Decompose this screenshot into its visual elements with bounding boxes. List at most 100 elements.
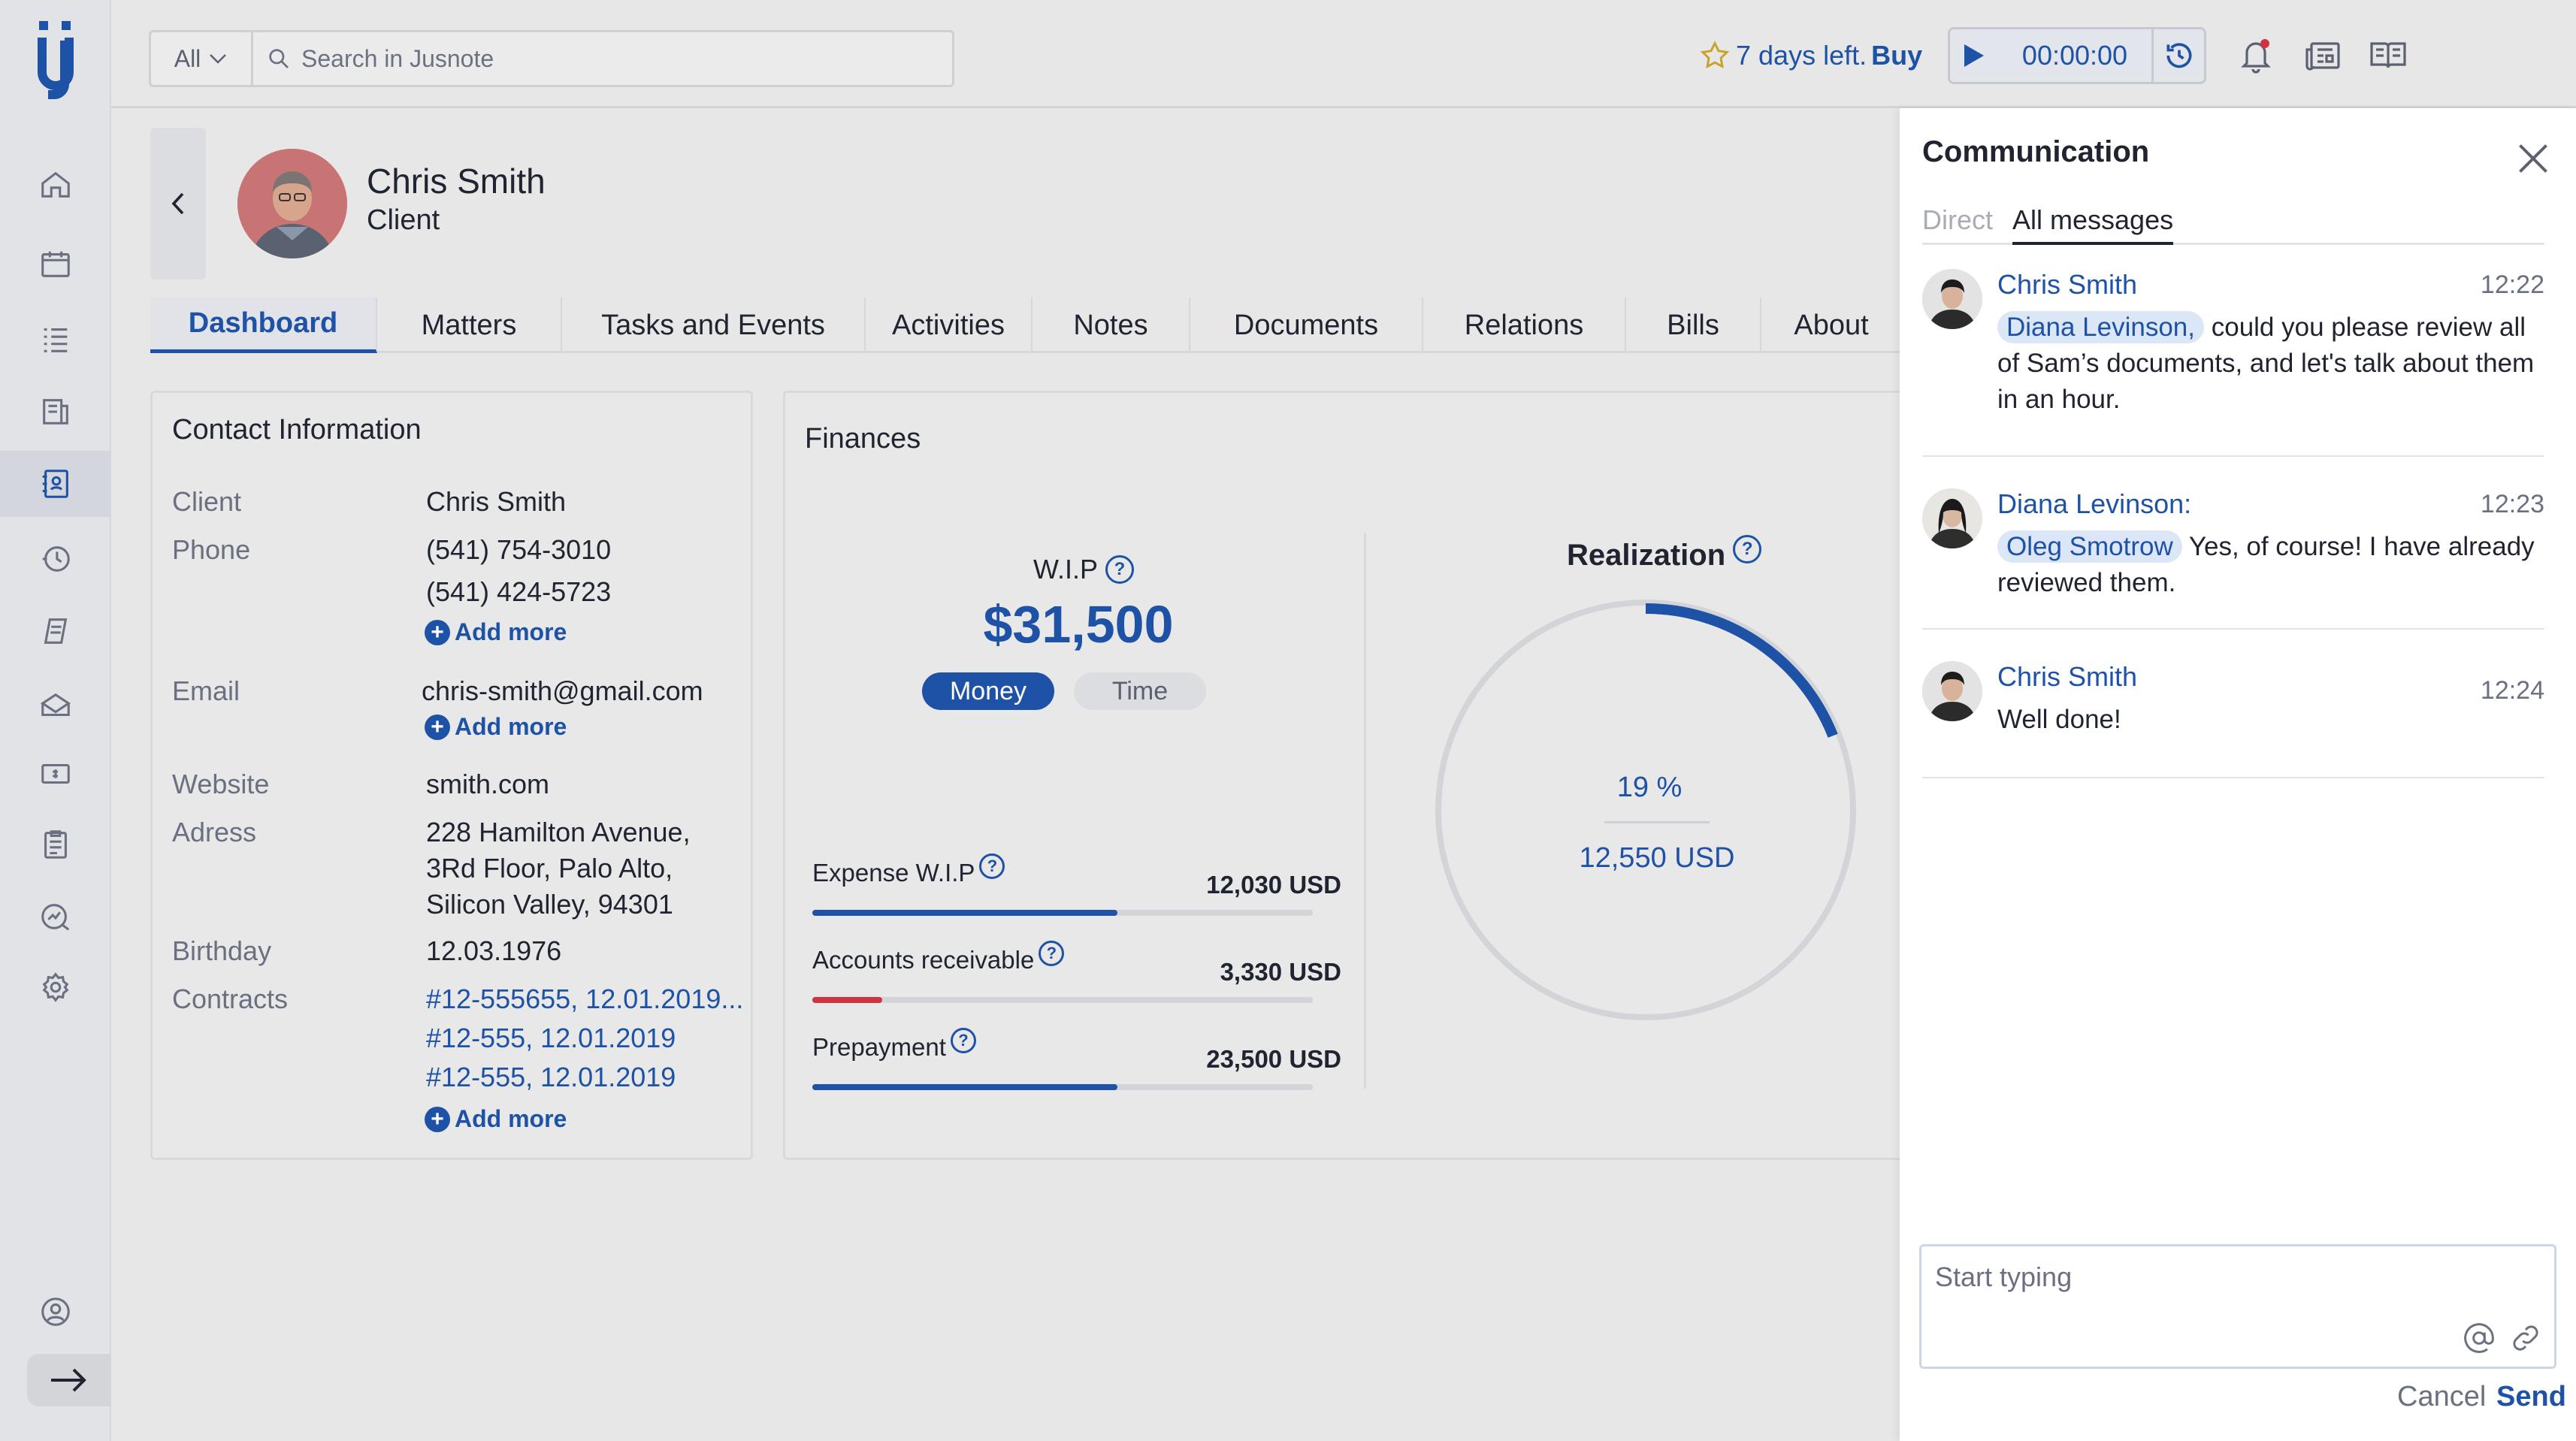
sidebar-item-settings[interactable] [0, 954, 111, 1020]
search-scope-select[interactable]: All [151, 32, 253, 85]
sidebar-item-calendar[interactable] [0, 231, 111, 298]
bills-icon [44, 618, 68, 644]
add-more-email-button[interactable]: + Add more [425, 713, 567, 741]
tab-relations[interactable]: Relations [1423, 298, 1626, 353]
message-item: Chris Smith 12:24 Well done! [1922, 661, 2544, 766]
row-label: Prepayment [812, 1033, 946, 1061]
label-website: Website [172, 769, 270, 799]
tab-tasks-and-events[interactable]: Tasks and Events [562, 298, 866, 353]
help-icon[interactable]: ? [1105, 555, 1135, 584]
notifications-button[interactable] [2233, 33, 2278, 78]
person-avatar-icon [237, 149, 347, 258]
help-icon[interactable]: ? [1039, 941, 1065, 966]
message-input[interactable] [1935, 1261, 2461, 1307]
search-field [253, 32, 952, 85]
message-author[interactable]: Diana Levinson: [1997, 488, 2192, 519]
sidebar-item-matters[interactable] [0, 673, 111, 739]
search-icon [269, 49, 289, 68]
link-icon[interactable] [2509, 1322, 2542, 1355]
buy-link[interactable]: Buy [1871, 40, 1923, 71]
expense-wip-value: 12,030 USD [1206, 871, 1341, 899]
add-more-phone-button[interactable]: + Add more [425, 618, 567, 646]
sidebar-expand-button[interactable] [27, 1354, 111, 1406]
contract-link-2[interactable]: #12-555, 12.01.2019 [426, 1023, 676, 1053]
add-more-contract-button[interactable]: + Add more [425, 1105, 567, 1133]
trial-notice: 7 days left. Buy [1698, 33, 1922, 78]
value-phone-2[interactable]: (541) 424-5723 [426, 576, 612, 607]
send-button[interactable]: Send [2496, 1381, 2566, 1412]
timer-history-button[interactable] [2151, 29, 2204, 82]
add-more-label: Add more [455, 1105, 567, 1132]
chevron-down-icon [210, 54, 227, 64]
message-composer [1919, 1244, 2556, 1369]
contract-link-3[interactable]: #12-555, 12.01.2019 [426, 1062, 676, 1092]
realization-amount: 12,550 USD [1579, 842, 1735, 874]
contract-link-1[interactable]: #12-555655, 12.01.2019... [426, 983, 744, 1014]
clock-history-icon [2166, 43, 2191, 68]
tab-bills[interactable]: Bills [1626, 298, 1761, 353]
communication-title: Communication [1922, 135, 2150, 168]
message-author[interactable]: Chris Smith [1997, 269, 2138, 300]
jusnote-logo[interactable] [27, 18, 84, 101]
sidebar-item-analytics[interactable] [0, 884, 111, 950]
message-author[interactable]: Chris Smith [1997, 661, 2138, 692]
value-phone-1[interactable]: (541) 754-3010 [426, 534, 612, 565]
tab-documents[interactable]: Documents [1190, 298, 1423, 353]
close-icon[interactable] [2514, 140, 2552, 177]
back-button[interactable] [150, 128, 206, 279]
value-client: Chris Smith [426, 486, 567, 517]
payments-icon [41, 763, 70, 784]
mention-chip[interactable]: Diana Levinson, [1997, 311, 2204, 343]
toggle-money[interactable]: Money [922, 672, 1054, 710]
search-input[interactable] [301, 44, 903, 73]
expense-wip-bar-fill [812, 910, 1118, 916]
tab-direct[interactable]: Direct [1922, 204, 1994, 235]
tab-dashboard[interactable]: Dashboard [150, 298, 377, 353]
sidebar-item-reports[interactable] [0, 811, 111, 878]
cancel-button[interactable]: Cancel [2397, 1381, 2487, 1412]
toggle-time[interactable]: Time [1074, 672, 1206, 710]
sidebar-item-time[interactable] [0, 526, 111, 592]
help-icon[interactable]: ? [979, 853, 1005, 879]
contact-avatar [237, 149, 347, 258]
help-icon[interactable]: ? [1733, 534, 1762, 563]
mention-chip[interactable]: Oleg Smotrow [1997, 530, 2182, 563]
sidebar-item-documents[interactable] [0, 379, 111, 445]
label-birthday: Birthday [172, 935, 272, 966]
sidebar-item-home[interactable] [0, 152, 111, 218]
accounts-receivable-bar [812, 997, 1313, 1003]
knowledge-base-button[interactable] [2366, 33, 2411, 78]
matters-icon [40, 693, 71, 717]
value-email[interactable]: chris-smith@gmail.com [422, 675, 703, 706]
expense-wip-label: Expense W.I.P ? [812, 853, 1005, 887]
sidebar-item-tasks[interactable] [0, 307, 111, 373]
news-button[interactable] [2301, 33, 2346, 78]
label-phone: Phone [172, 534, 251, 565]
tab-notes[interactable]: Notes [1033, 298, 1190, 353]
contact-name: Chris Smith [367, 162, 546, 201]
wip-label: W.I.P ? [1033, 554, 1135, 585]
at-mention-icon[interactable] [2463, 1322, 2496, 1355]
help-icon[interactable]: ? [950, 1028, 976, 1053]
analytics-icon [41, 904, 70, 931]
value-website[interactable]: smith.com [426, 769, 550, 799]
communication-tabs: Direct All messages [1922, 204, 2544, 245]
message-content: Yes, of course! I have already reviewed … [1997, 532, 2535, 597]
person-avatar-icon [1922, 488, 1982, 548]
realization-title: Realization ? [1567, 534, 1762, 572]
tab-about[interactable]: About [1794, 309, 1869, 341]
message-text: Well done! [1997, 702, 2553, 738]
sidebar-item-contacts[interactable] [0, 451, 111, 517]
contact-information-card: Contact Information Client Chris Smith P… [150, 391, 753, 1160]
tab-matters[interactable]: Matters [377, 298, 562, 353]
newspaper-icon [2305, 42, 2340, 71]
message-divider [1922, 628, 2544, 630]
tab-activities[interactable]: Activities [866, 298, 1033, 353]
sidebar-item-bills[interactable] [0, 598, 111, 664]
sidebar-item-profile[interactable] [0, 1279, 111, 1345]
sidebar-item-payments[interactable] [0, 741, 111, 807]
person-avatar-icon [1922, 269, 1982, 329]
add-more-label: Add more [455, 618, 567, 645]
tab-all-messages[interactable]: All messages [2012, 204, 2174, 245]
timer-play-button[interactable] [1950, 43, 1998, 68]
